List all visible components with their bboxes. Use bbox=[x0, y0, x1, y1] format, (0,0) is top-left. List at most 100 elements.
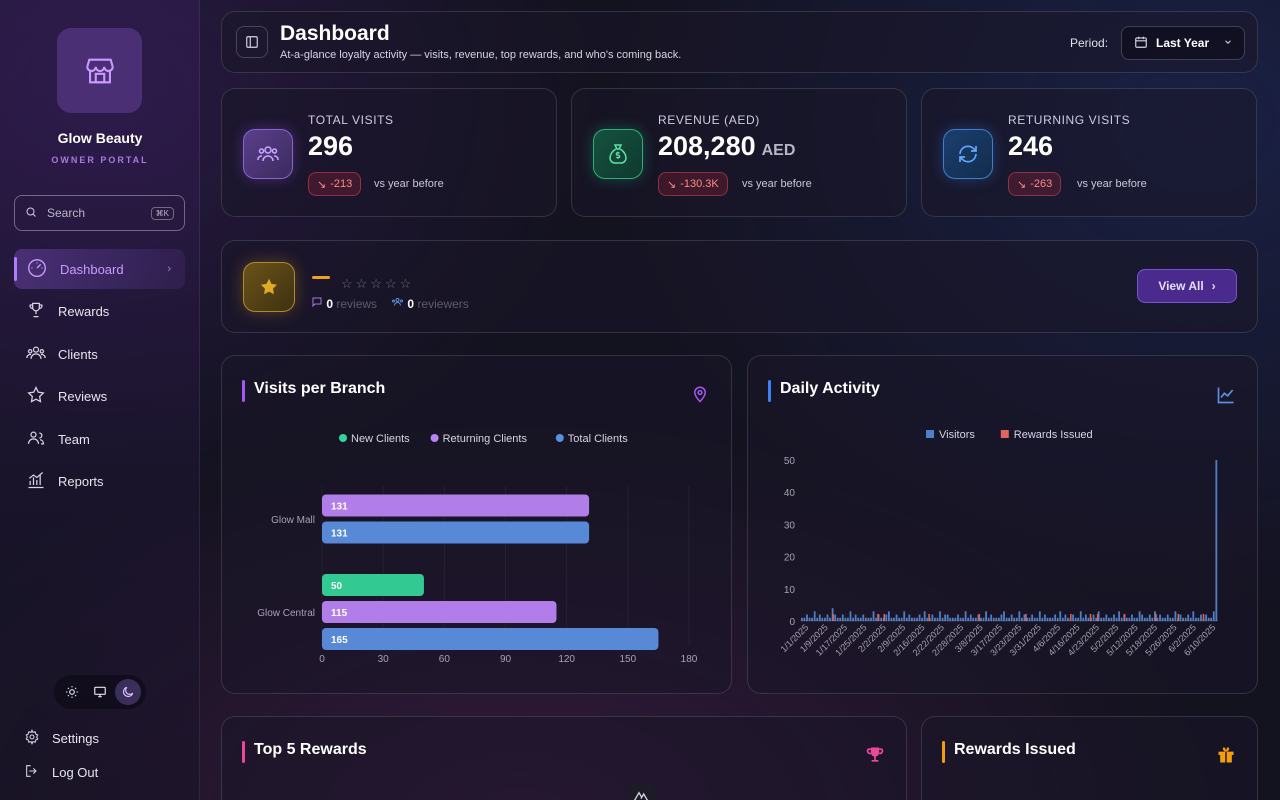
visitors-bar bbox=[1008, 617, 1011, 621]
theme-switcher bbox=[54, 675, 146, 709]
top-rewards-panel: Top 5 Rewards bbox=[221, 716, 907, 800]
search-input[interactable]: Search ⌘K bbox=[14, 195, 185, 231]
visitors-bar bbox=[921, 617, 924, 621]
visitors-bar bbox=[870, 617, 872, 621]
daily-activity-chart: Visitors Rewards Issued010203040501/1/202… bbox=[779, 429, 1218, 658]
visitors-bar bbox=[959, 617, 962, 621]
visitors-bar bbox=[857, 617, 860, 621]
sidebar-item-label: Reviews bbox=[58, 389, 108, 405]
sun-icon[interactable] bbox=[59, 679, 85, 705]
sidebar-toggle-button[interactable] bbox=[236, 26, 268, 58]
bar-value-label: 50 bbox=[331, 581, 343, 592]
visitors-bar bbox=[821, 617, 824, 621]
sidebar-item-reports[interactable]: Reports bbox=[14, 462, 185, 502]
legend-marker bbox=[1000, 430, 1009, 438]
bar bbox=[322, 601, 557, 623]
period-select[interactable]: Last Year bbox=[1121, 26, 1245, 60]
visitors-bar bbox=[801, 617, 803, 621]
visitors-bar bbox=[864, 617, 867, 621]
visitors-bar bbox=[1064, 614, 1067, 621]
visitors-bar bbox=[1003, 611, 1005, 621]
visitors-bar bbox=[1143, 617, 1146, 621]
visitors-bar bbox=[954, 617, 957, 621]
reviewers-count-label: reviewers bbox=[417, 297, 469, 311]
visitors-bar bbox=[964, 611, 967, 621]
visitors-bar bbox=[1077, 617, 1080, 621]
stat-delta: -213 bbox=[330, 178, 353, 190]
visitors-bar bbox=[1095, 617, 1097, 621]
category-label: Glow Central bbox=[257, 608, 315, 619]
visitors-bar bbox=[1154, 611, 1156, 621]
visitors-bar bbox=[1015, 617, 1018, 621]
visitors-bar bbox=[872, 611, 875, 621]
visitors-bar bbox=[1151, 617, 1154, 621]
visitors-bar bbox=[1092, 614, 1095, 621]
visitors-bar bbox=[887, 611, 890, 621]
visitors-bar bbox=[1197, 617, 1200, 621]
panel-title: Visits per Branch bbox=[242, 380, 385, 402]
period-value: Last Year bbox=[1156, 36, 1210, 50]
visitors-bar bbox=[972, 617, 975, 621]
legend-label: New Clients bbox=[351, 433, 410, 445]
users-icon bbox=[26, 343, 46, 366]
panel-title: Daily Activity bbox=[768, 380, 880, 402]
sidebar-item-rewards[interactable]: Rewards bbox=[14, 292, 185, 332]
visitors-bar bbox=[1067, 617, 1069, 621]
bar bbox=[322, 494, 590, 517]
rewards-bar bbox=[883, 613, 886, 621]
visitors-bar bbox=[1000, 614, 1003, 621]
visitors-bar bbox=[974, 617, 977, 621]
visitors-bar bbox=[1110, 617, 1113, 621]
visitors-bar bbox=[982, 617, 985, 621]
bar-value-label: 131 bbox=[331, 502, 348, 513]
chevron-down-icon bbox=[1223, 36, 1233, 50]
visitors-bar bbox=[908, 614, 911, 621]
sidebar-item-team[interactable]: Team bbox=[14, 419, 185, 459]
stat-comparison: vs year before bbox=[374, 178, 444, 190]
visitors-bar bbox=[885, 614, 888, 621]
visitors-bar bbox=[1146, 617, 1149, 621]
sidebar-item-dashboard[interactable]: Dashboard › bbox=[14, 249, 185, 289]
rewards-bar bbox=[1123, 613, 1126, 621]
visitors-bar bbox=[1056, 617, 1059, 621]
visitors-bar bbox=[1187, 614, 1190, 621]
sidebar-item-reviews[interactable]: Reviews bbox=[14, 377, 185, 417]
visitors-bar bbox=[1115, 617, 1118, 621]
settings-button[interactable]: Settings bbox=[24, 729, 99, 748]
visitors-bar bbox=[1059, 611, 1062, 621]
bar bbox=[322, 628, 659, 650]
visitors-bar bbox=[1005, 617, 1008, 621]
sidebar-item-clients[interactable]: Clients bbox=[14, 334, 185, 374]
visitors-bar bbox=[1100, 617, 1103, 621]
x-tick-label: 30 bbox=[378, 654, 390, 665]
sidebar: Glow Beauty OWNER PORTAL Search ⌘K Dashb… bbox=[0, 0, 200, 800]
visitors-bar bbox=[918, 614, 921, 621]
period-label: Period: bbox=[1070, 36, 1109, 50]
nuxt-devtools-icon[interactable] bbox=[626, 781, 656, 800]
stat-value-number: 296 bbox=[308, 131, 354, 161]
view-all-label: View All bbox=[1158, 279, 1204, 293]
rewards-bar bbox=[928, 613, 930, 621]
rewards-bar bbox=[1070, 613, 1072, 621]
monitor-icon[interactable] bbox=[87, 679, 113, 705]
search-icon bbox=[25, 206, 37, 221]
view-all-reviews-button[interactable]: View All › bbox=[1137, 269, 1237, 303]
visitors-bar bbox=[893, 617, 895, 621]
reviews-count-label: reviews bbox=[336, 297, 378, 311]
stat-value: 296 bbox=[308, 131, 353, 162]
visitors-bar bbox=[1046, 617, 1049, 621]
visitors-bar bbox=[1031, 614, 1034, 621]
comment-icon bbox=[312, 297, 322, 308]
visitors-bar bbox=[1189, 617, 1192, 621]
gift-icon bbox=[1216, 745, 1236, 770]
visitors-bar bbox=[824, 617, 826, 621]
stat-comparison: vs year before bbox=[1077, 178, 1147, 190]
rewards-bar bbox=[832, 613, 834, 621]
rewards-bar bbox=[877, 613, 879, 621]
visitors-bar bbox=[1021, 617, 1023, 621]
visitors-bar bbox=[1125, 617, 1128, 621]
moon-icon[interactable] bbox=[115, 679, 141, 705]
stat-delta-badge: ↘ -213 bbox=[308, 172, 362, 196]
brand-subtitle: OWNER PORTAL bbox=[51, 155, 149, 165]
logout-button[interactable]: Log Out bbox=[24, 763, 98, 782]
